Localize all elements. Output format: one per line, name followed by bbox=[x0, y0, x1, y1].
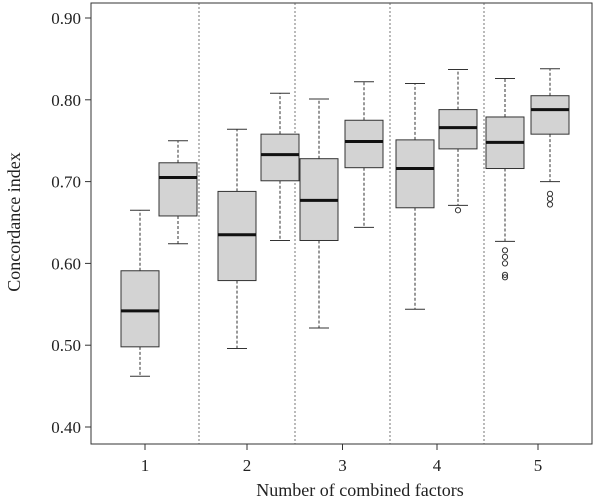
box-group-2 bbox=[217, 128, 257, 349]
outlier-point bbox=[454, 207, 462, 214]
outlier-point bbox=[501, 274, 509, 281]
box bbox=[158, 162, 198, 217]
plot-frame bbox=[90, 2, 593, 445]
box-group-3 bbox=[344, 81, 384, 228]
y-axis: 0.40 0.50 0.60 0.70 0.80 0.90 bbox=[51, 9, 91, 437]
y-tick-label: 0.80 bbox=[51, 91, 81, 110]
group-separators bbox=[198, 3, 485, 444]
y-tick-label: 0.50 bbox=[51, 336, 81, 355]
x-tick-label: 2 bbox=[243, 456, 252, 475]
y-axis-title: Concordance index bbox=[4, 152, 24, 291]
x-tick-label: 1 bbox=[141, 456, 150, 475]
box bbox=[438, 109, 478, 150]
box bbox=[530, 95, 570, 135]
y-tick-label: 0.70 bbox=[51, 173, 81, 192]
y-tick-label: 0.90 bbox=[51, 9, 81, 28]
x-axis: 1 2 3 4 5 bbox=[141, 444, 543, 475]
box-group-4 bbox=[395, 82, 435, 310]
box-group-2 bbox=[260, 92, 300, 241]
x-tick-label: 4 bbox=[433, 456, 442, 475]
box bbox=[344, 119, 384, 169]
outlier-point bbox=[501, 253, 509, 260]
box-group-4 bbox=[438, 69, 478, 214]
box-group-1 bbox=[120, 209, 160, 377]
outlier-point bbox=[546, 201, 554, 208]
y-tick-label: 0.40 bbox=[51, 418, 81, 437]
outlier-point bbox=[501, 260, 509, 267]
box bbox=[120, 270, 160, 348]
x-tick-label: 3 bbox=[338, 456, 347, 475]
box-group-3 bbox=[299, 98, 339, 329]
x-tick-label: 5 bbox=[534, 456, 543, 475]
y-tick-label: 0.60 bbox=[51, 254, 81, 273]
outlier-point bbox=[546, 195, 554, 202]
box-series bbox=[120, 68, 570, 377]
box-group-5 bbox=[485, 78, 525, 281]
box-group-1 bbox=[158, 140, 198, 245]
box bbox=[395, 139, 435, 209]
x-axis-title: Number of combined factors bbox=[256, 480, 463, 500]
box-group-5 bbox=[530, 68, 570, 208]
outlier-point bbox=[501, 271, 509, 278]
box bbox=[260, 133, 300, 182]
outlier-point bbox=[501, 247, 509, 254]
